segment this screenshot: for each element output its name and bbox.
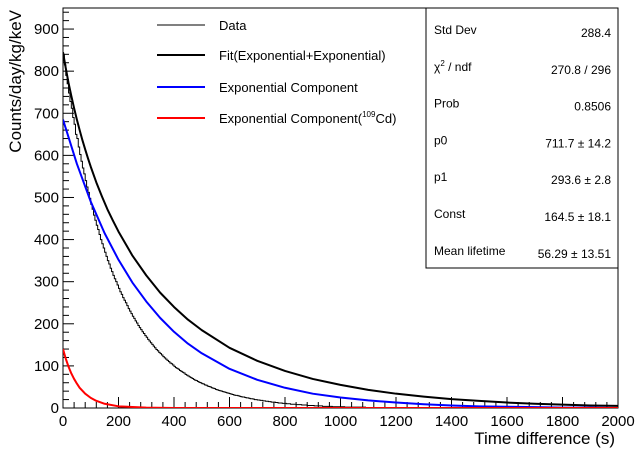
stats-value-4: 293.6 ± 2.8 xyxy=(551,173,611,187)
x-tick-label: 1200 xyxy=(379,413,412,430)
y-axis: 0 100 200 300 400 500 600 700 800 900 xyxy=(34,11,74,417)
stats-box: Std Dev 288.4 χ2 / ndf 270.8 / 296 Prob 0.850… xyxy=(425,7,619,269)
stats-value-1: 270.8 / 296 xyxy=(551,63,611,77)
x-tick-label: 1800 xyxy=(546,413,579,430)
y-tick-label: 900 xyxy=(34,21,59,38)
y-tick-label: 400 xyxy=(34,232,59,249)
series-fit-curve xyxy=(63,52,618,407)
stats-name-rest: / ndf xyxy=(445,60,472,74)
x-tick-label: 1000 xyxy=(324,413,357,430)
series-exponential-curve xyxy=(63,119,618,408)
y-tick-label: 800 xyxy=(34,63,59,80)
x-tick-label: 800 xyxy=(272,413,297,430)
stats-value-2: 0.8506 xyxy=(574,100,611,114)
stats-name-0: Std Dev xyxy=(434,23,477,37)
stats-value-3: 711.7 ± 14.2 xyxy=(545,136,611,150)
stats-name-3: p0 xyxy=(434,133,448,147)
x-tick-label: 600 xyxy=(217,413,242,430)
y-tick-label: 100 xyxy=(34,358,59,375)
x-tick-label: 200 xyxy=(106,413,131,430)
legend-label-0: Data xyxy=(219,18,247,33)
stats-name-4: p1 xyxy=(434,170,448,184)
series-layer xyxy=(63,52,618,408)
legend-label-2: Exponential Component xyxy=(219,80,358,95)
x-tick-label: 400 xyxy=(161,413,186,430)
y-tick-label: 300 xyxy=(34,274,59,291)
stats-value-0: 288.4 xyxy=(581,26,611,40)
stats-name-sup: 2 xyxy=(440,59,445,68)
x-tick-label: 0 xyxy=(59,413,67,430)
y-tick-label: 0 xyxy=(51,400,59,417)
y-axis-title: Counts/day/kg/keV xyxy=(6,9,25,152)
x-axis-title: Time difference (s) xyxy=(474,429,615,448)
stats-name-base: χ xyxy=(434,60,441,74)
legend: Data Fit(Exponential+Exponential) Exponent… xyxy=(157,18,396,126)
stats-name-6: Mean lifetime xyxy=(434,244,506,258)
legend-label-1: Fit(Exponential+Exponential) xyxy=(219,48,386,63)
stats-value-6: 56.29 ± 13.51 xyxy=(538,247,612,261)
stats-name-1: χ2 / ndf xyxy=(434,59,472,74)
y-tick-label: 600 xyxy=(34,147,59,164)
y-tick-label: 700 xyxy=(34,105,59,122)
stats-name-2: Prob xyxy=(434,97,460,111)
series-cd109-curve xyxy=(63,348,618,408)
legend-label-sup: 109 xyxy=(362,110,376,119)
stats-value-5: 164.5 ± 18.1 xyxy=(544,210,611,224)
stats-name-5: Const xyxy=(434,207,466,221)
x-tick-label: 1600 xyxy=(490,413,523,430)
y-tick-label: 200 xyxy=(34,316,59,333)
x-tick-label: 1400 xyxy=(435,413,468,430)
y-tick-label: 500 xyxy=(34,189,59,206)
legend-label-prefix: Exponential Component( xyxy=(219,111,363,126)
x-tick-label: 2000 xyxy=(601,413,634,430)
stats-box-frame xyxy=(425,7,619,269)
legend-label-3: Exponential Component(109Cd) xyxy=(219,110,396,126)
legend-label-suffix: Cd) xyxy=(375,111,396,126)
